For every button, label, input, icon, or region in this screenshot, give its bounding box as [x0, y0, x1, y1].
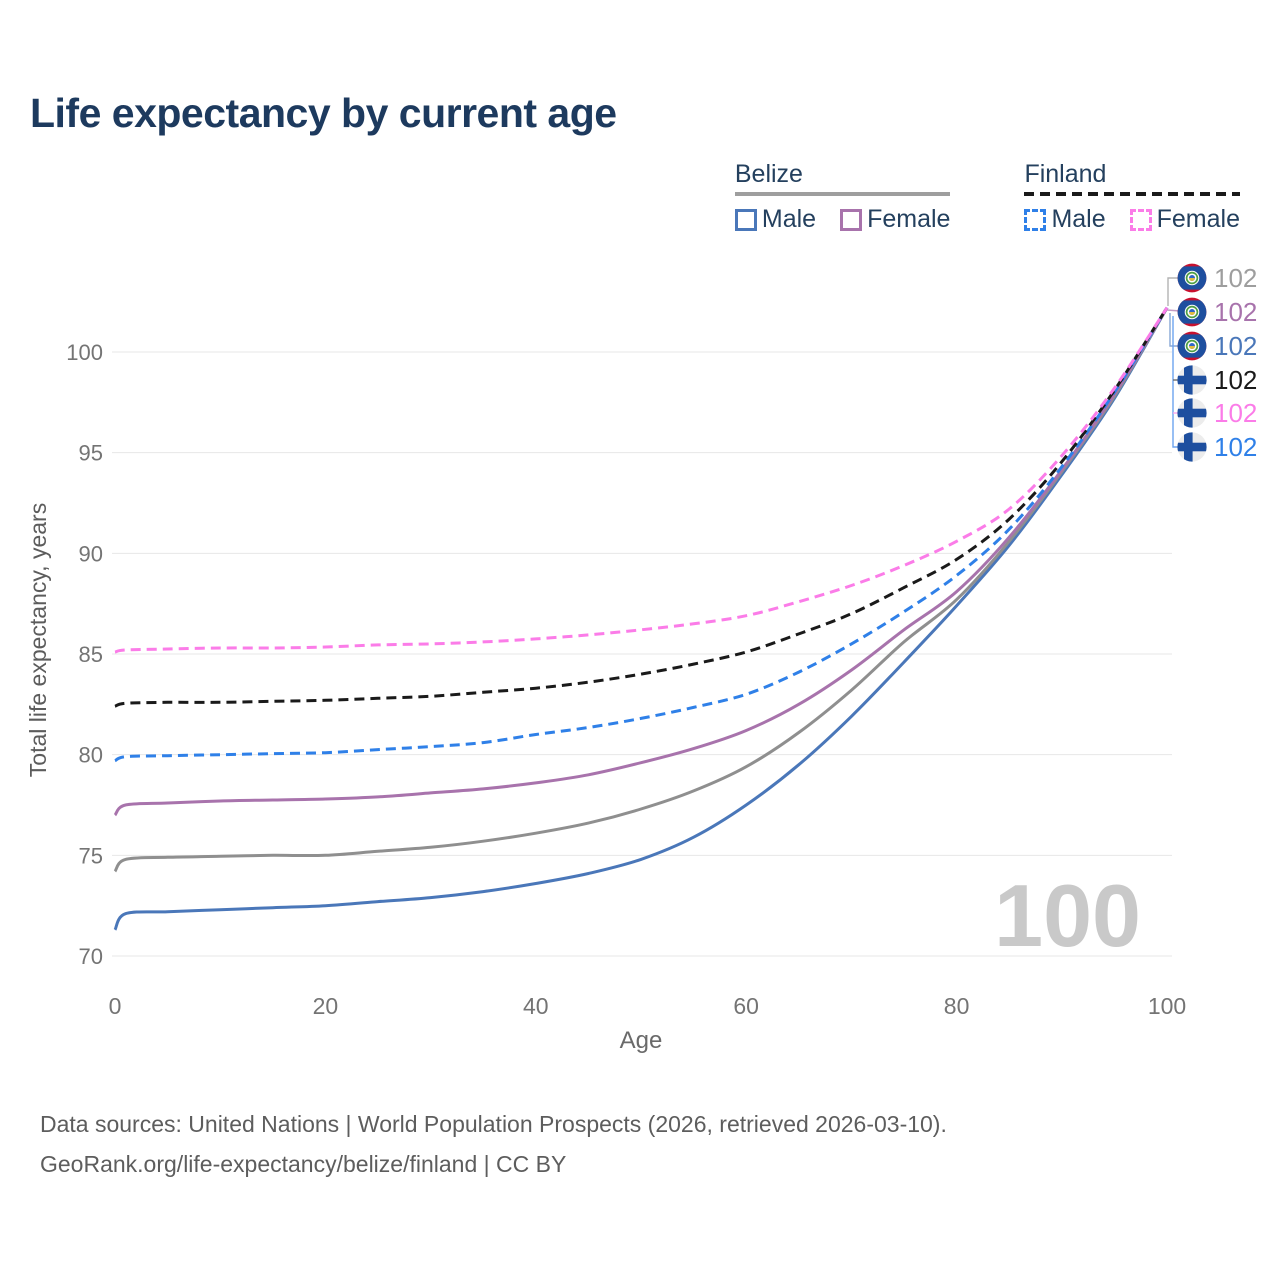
y-tick-label: 85	[79, 642, 103, 667]
belize-female-swatch-icon	[840, 208, 863, 231]
line-belize-female[interactable]	[113, 306, 1169, 817]
leader-lines	[1166, 277, 1181, 448]
series-lines	[113, 306, 1169, 931]
page-title: Life expectancy by current age	[30, 90, 617, 136]
age-counter-watermark: 100	[994, 866, 1141, 965]
leader-line	[1169, 313, 1180, 347]
data-sources-note: Data sources: United Nations | World Pop…	[40, 1111, 947, 1137]
x-tick-label: 40	[523, 993, 549, 1019]
y-tick-label: 75	[79, 843, 103, 868]
belize-flag-icon[interactable]	[1177, 297, 1207, 327]
end-value-label-finland-male[interactable]: 102	[1214, 432, 1257, 462]
legend-item-label: Female	[867, 205, 951, 233]
legend-item-belize-female[interactable]: Female	[840, 205, 950, 234]
end-value-label-finland-both-sexes[interactable]: 102	[1214, 365, 1257, 395]
x-tick-label: 60	[733, 993, 759, 1019]
legend-group-belize: Belize Male Female	[734, 160, 951, 234]
finland-flag-icon[interactable]	[1177, 432, 1207, 462]
x-tick-label: 100	[1148, 993, 1186, 1019]
source-url[interactable]: GeoRank.org/life-expectancy/belize/finla…	[40, 1151, 567, 1177]
belize-male-swatch-icon	[734, 208, 757, 231]
legend-items-finland: Male Female	[1024, 205, 1240, 234]
leader-line	[1167, 277, 1180, 306]
legend-country-belize[interactable]: Belize	[734, 160, 951, 196]
line-finland-both-sexes[interactable]	[114, 306, 1169, 708]
end-value-label-belize-male[interactable]: 102	[1214, 331, 1257, 361]
legend-item-belize-male[interactable]: Male	[734, 205, 817, 234]
belize-solid-line-swatch	[734, 192, 951, 196]
y-tick-label: 100	[66, 340, 103, 365]
finland-flag-icon[interactable]	[1177, 398, 1207, 428]
y-axis-title: Total life expectancy, years	[25, 503, 51, 777]
legend-country-label[interactable]: Finland	[1024, 160, 1107, 188]
line-belize-male[interactable]	[113, 306, 1169, 931]
legend-country-label[interactable]: Belize	[734, 160, 803, 188]
finland-flag-icon[interactable]	[1177, 365, 1207, 395]
x-tick-label: 20	[313, 993, 339, 1019]
legend-item-finland-male[interactable]: Male	[1024, 205, 1106, 234]
y-tick-label: 90	[79, 541, 103, 566]
y-tick-label: 70	[79, 944, 103, 969]
line-belize-both-sexes[interactable]	[113, 306, 1169, 873]
end-value-label-belize-female[interactable]: 102	[1214, 297, 1257, 327]
legend-item-label: Female	[1156, 205, 1240, 233]
y-tick-label: 95	[79, 441, 103, 466]
legend-country-finland[interactable]: Finland	[1024, 160, 1240, 196]
y-tick-label: 80	[79, 743, 103, 768]
x-axis-title: Age	[620, 1027, 663, 1054]
legend: Belize Male Female Finland Male	[734, 160, 1240, 234]
line-finland-male[interactable]	[114, 306, 1169, 763]
legend-items-belize: Male Female	[734, 205, 950, 234]
legend-item-label: Male	[1051, 205, 1106, 233]
end-value-label-belize-both-sexes[interactable]: 102	[1214, 263, 1257, 293]
footer: Data sources: United Nations | World Pop…	[40, 1104, 947, 1184]
finland-male-swatch-icon	[1024, 208, 1047, 231]
legend-group-finland: Finland Male Female	[1024, 160, 1240, 234]
belize-flag-icon[interactable]	[1177, 263, 1207, 293]
end-value-label-finland-female[interactable]: 102	[1214, 398, 1257, 428]
line-finland-female[interactable]	[114, 306, 1169, 654]
belize-flag-icon[interactable]	[1177, 331, 1207, 361]
x-tick-label: 80	[944, 993, 970, 1019]
finland-dashed-line-swatch	[1024, 192, 1240, 196]
x-tick-label: 0	[109, 993, 122, 1019]
gridlines: 70 75 80 85 90 95 100	[66, 340, 1172, 969]
finland-female-swatch-icon	[1129, 208, 1152, 231]
legend-item-label: Male	[761, 205, 817, 233]
legend-item-finland-female[interactable]: Female	[1129, 205, 1240, 234]
